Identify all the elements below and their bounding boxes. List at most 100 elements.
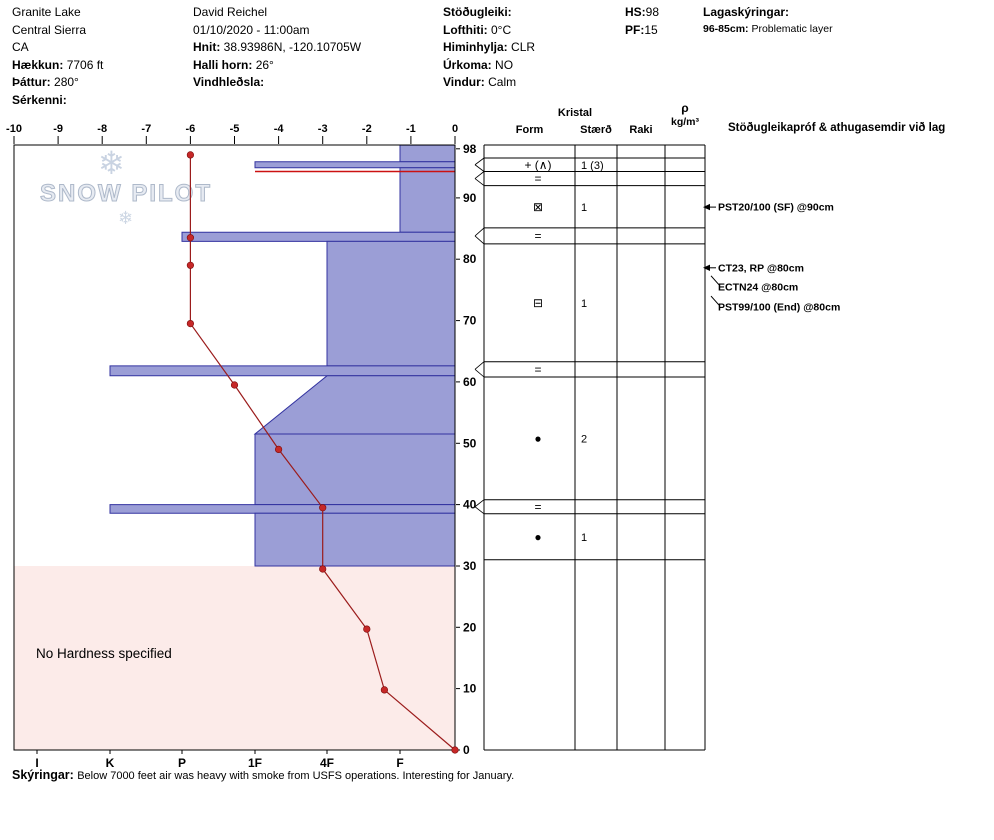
snow-layer <box>109 365 456 377</box>
snowflake-icon: ❄ <box>98 145 125 181</box>
hardness-tick-label: I <box>35 756 38 770</box>
test-label: PST99/100 (End) @80cm <box>718 302 840 314</box>
temp-tick-label: -4 <box>274 123 285 135</box>
temp-point <box>275 445 283 454</box>
grain-form: = <box>534 172 541 186</box>
snow-layer <box>254 512 456 567</box>
pit-datetime: 01/10/2020 - 11:00am <box>193 22 310 37</box>
comments-label: Skýringar: <box>12 768 74 782</box>
temp-tick-label: -7 <box>141 123 151 135</box>
site-features: Sérkenni: <box>12 92 67 107</box>
temp-point <box>319 565 327 573</box>
snowflake-icon-small: ❄ <box>118 208 134 228</box>
temp-tick-label: -8 <box>97 123 107 135</box>
temp-point <box>186 234 194 242</box>
temp-point <box>186 261 194 269</box>
depth-tick-label: 30 <box>463 559 477 573</box>
temp-tick-label: -9 <box>53 123 63 135</box>
snow-layer <box>109 504 456 514</box>
test-label: ECTN24 @80cm <box>718 281 798 293</box>
kristal-header: Kristal <box>557 107 593 119</box>
stability-tests: PST20/100 (SF) @90cm CT23, RP @80cm ECTN24… <box>703 202 840 314</box>
air-temp: Lofthiti: 0°C <box>443 22 512 37</box>
site-aspect: Þáttur: 280° <box>12 75 79 89</box>
grain-form: = <box>534 362 541 376</box>
total-height: HS:98 <box>625 5 660 19</box>
depth-tick-label: 50 <box>463 436 477 450</box>
pit-foot-pen: PF:15 <box>625 22 658 37</box>
test-arrow <box>703 264 710 271</box>
temp-tick-label: -1 <box>406 123 416 135</box>
depth-tick-label: 90 <box>463 191 477 205</box>
snow-layer <box>254 433 456 506</box>
no-hardness-region <box>14 566 455 750</box>
hardness-layers <box>13 144 456 751</box>
stability-label: Stöðugleiki: <box>443 5 512 19</box>
temp-tick-label: 0 <box>452 123 458 135</box>
grain-form: ● <box>534 431 541 445</box>
temp-point <box>451 746 459 754</box>
size-header: Stærð <box>580 124 612 136</box>
temp-point <box>319 504 327 512</box>
axes: -10 -9 -8 -7 -6 -5 -4 -3 -2 -1 0989080706050403020… <box>6 123 477 770</box>
temp-point <box>380 686 389 694</box>
depth-tick-label: 80 <box>463 252 477 266</box>
depth-tick-label: 20 <box>463 620 477 634</box>
grain-form: ● <box>534 530 541 544</box>
temperature-profile <box>186 151 459 754</box>
test-label: PST20/100 (SF) @90cm <box>718 202 834 214</box>
temp-point <box>186 151 194 159</box>
hardness-tick-label: K <box>106 756 115 770</box>
site-name: Granite Lake <box>12 5 81 19</box>
observer-name: David Reichel <box>193 5 268 19</box>
comments-text: Below 7000 feet air was heavy with smoke… <box>77 770 515 782</box>
grain-grid: + (∧) 1 (3) = ⊠ 1 = ⊟ 1 = ● 2 = ● 1 <box>474 144 706 751</box>
pit-comments: Skýringar: Below 7000 feet air was heavy… <box>12 768 514 782</box>
form-header: Form <box>515 124 544 136</box>
grain-size: 1 <box>581 202 587 214</box>
snow-layer <box>399 144 456 163</box>
snow-layer <box>399 167 456 233</box>
stability-tests-header: Stöðugleikapróf & athugasemdir við lag <box>728 122 946 134</box>
test-arrow <box>703 203 710 211</box>
depth-tick-label: 40 <box>463 498 477 512</box>
depth-tick-label: 10 <box>463 682 477 696</box>
grain-form: + (∧) <box>524 158 551 172</box>
temp-tick-label: -2 <box>362 123 372 135</box>
depth-tick-label: 60 <box>463 375 477 389</box>
snow-layer <box>326 240 456 367</box>
hardness-tick-label: 1F <box>248 756 262 770</box>
test-label: CT23, RP @80cm <box>718 262 804 274</box>
precip: Úrkoma: NO <box>443 57 514 72</box>
chart-frame <box>13 144 456 751</box>
slope-angle: Halli horn: 26° <box>193 57 274 72</box>
temp-tick-label: -5 <box>230 123 240 135</box>
site-region: Central Sierra <box>12 22 87 37</box>
temp-point <box>363 625 371 633</box>
temp-point <box>186 320 194 328</box>
density-header: ρ <box>681 101 689 115</box>
moisture-header: Raki <box>629 124 653 136</box>
site-elevation: Hækkun: 7706 ft <box>12 57 104 72</box>
layer-note-item: 96-85cm: Problematic layer <box>703 22 833 35</box>
temp-tick-label: -6 <box>186 123 196 135</box>
hardness-tick-label: P <box>178 756 186 770</box>
watermark-text: SNOW PILOT <box>40 180 212 208</box>
grain-form: ⊠ <box>533 200 543 214</box>
grain-form: = <box>534 500 541 514</box>
totals-info: HS:98 PF:15 <box>625 4 659 39</box>
grain-form: = <box>534 229 541 243</box>
hardness-tick-label: 4F <box>320 756 334 770</box>
grain-size: 2 <box>581 433 587 445</box>
site-state: CA <box>12 40 29 54</box>
test-connector <box>710 275 720 286</box>
snow-layer <box>253 375 456 435</box>
pit-coords: Hnit: 38.93986N, -120.10705W <box>193 40 362 54</box>
grain-size: 1 <box>581 298 587 310</box>
test-connector <box>710 295 720 306</box>
site-info: Granite Lake Central Sierra CA Hækkun: 7… <box>12 4 103 109</box>
temp-tick-label: -3 <box>318 123 328 135</box>
snowpilot-watermark: ❄ SNOW PILOT ❄ <box>40 145 230 248</box>
grain-size: 1 <box>581 532 587 544</box>
observer-info: David Reichel 01/10/2020 - 11:00am Hnit:… <box>193 4 361 92</box>
